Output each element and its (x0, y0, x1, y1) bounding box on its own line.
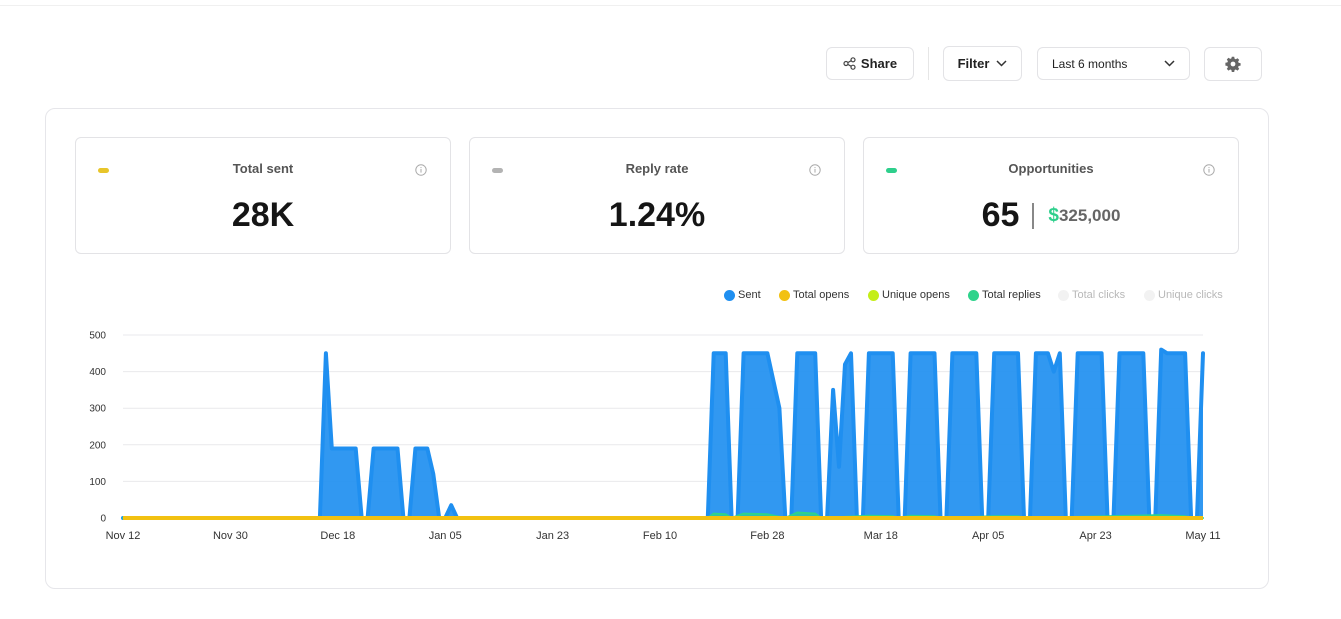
date-range-label: Last 6 months (1052, 56, 1128, 71)
legend-item-sent[interactable]: Sent (724, 289, 761, 301)
top-divider (0, 5, 1341, 6)
value-divider (1032, 202, 1035, 229)
total-sent-dot (98, 168, 109, 173)
legend-item-total-replies[interactable]: Total replies (968, 289, 1041, 301)
legend-swatch (724, 289, 735, 301)
opportunities-dot (886, 168, 897, 173)
card-title: Reply rate (625, 161, 689, 176)
opportunities-value-row: 65 $ 325,000 (864, 196, 1238, 235)
filter-button[interactable]: Filter (943, 46, 1022, 81)
info-icon[interactable] (809, 163, 821, 181)
filter-label: Filter (957, 56, 990, 71)
legend-label: Total replies (982, 289, 1041, 301)
card-title: Opportunities (1008, 161, 1094, 176)
legend-item-total-opens[interactable]: Total opens (779, 289, 849, 301)
legend-item-unique-opens[interactable]: Unique opens (868, 289, 950, 301)
legend-swatch (968, 289, 979, 301)
legend-swatch (779, 289, 790, 301)
chevron-down-icon (1164, 60, 1175, 67)
currency-symbol: $ (1048, 204, 1059, 226)
card-value: 28K (231, 196, 295, 234)
card-title: Total sent (232, 161, 294, 176)
legend-label: Sent (738, 289, 761, 301)
legend-item-total-clicks[interactable]: Total clicks (1058, 289, 1125, 301)
gear-icon (1225, 56, 1241, 72)
opportunities-count: 65 (981, 196, 1020, 234)
share-icon (843, 57, 856, 70)
toolbar-divider (928, 47, 929, 80)
opportunities-amount: 325,000 (1058, 205, 1121, 225)
legend-label: Unique opens (882, 289, 950, 301)
opportunities-card: Opportunities 65 $ 325,000 (863, 137, 1239, 254)
card-value: 1.24% (608, 196, 706, 234)
reply-rate-card: Reply rate 1.24% (469, 137, 845, 254)
reply-rate-dot (492, 168, 503, 173)
share-label: Share (860, 56, 898, 71)
chart-legend: Sent Total opens Unique opens Total repl… (0, 289, 1341, 303)
legend-swatch (1058, 289, 1069, 301)
info-icon[interactable] (415, 163, 427, 181)
chevron-down-icon (996, 60, 1007, 67)
legend-label: Total opens (793, 289, 850, 301)
info-icon[interactable] (1203, 163, 1215, 181)
legend-item-unique-clicks[interactable]: Unique clicks (1144, 289, 1223, 301)
total-sent-card: Total sent 28K (75, 137, 451, 254)
share-button[interactable]: Share (826, 47, 914, 80)
legend-label: Total clicks (1072, 289, 1126, 301)
date-range-select[interactable]: Last 6 months (1037, 47, 1190, 80)
legend-label: Unique clicks (1158, 289, 1223, 301)
settings-button[interactable] (1204, 47, 1262, 81)
legend-swatch (1144, 289, 1155, 301)
legend-swatch (868, 289, 879, 301)
